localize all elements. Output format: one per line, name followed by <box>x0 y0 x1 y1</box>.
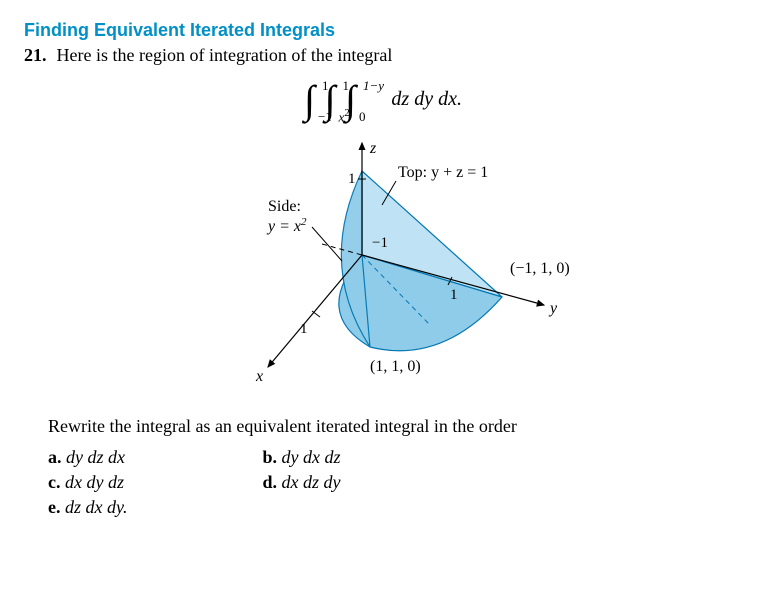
x-axis-label: x <box>255 368 263 385</box>
answer-e-order: dz dx dy. <box>65 497 128 517</box>
problem-text: Here is the region of integration of the… <box>57 45 393 65</box>
section-heading: Finding Equivalent Iterated Integrals <box>24 20 740 41</box>
integral-expression: ∫ −1 1 ∫ x2 1 ∫ 0 1−y dz dy dx. <box>24 76 740 123</box>
problem-number: 21. <box>24 45 52 66</box>
integral-sign-2: ∫ x2 1 <box>324 76 335 123</box>
answer-a-letter: a. <box>48 447 62 467</box>
answer-b-letter: b. <box>263 447 278 467</box>
answer-row-1: a. dy dz dx b. dy dx dz <box>48 447 740 468</box>
x-tick-1-label: 1 <box>300 321 308 337</box>
y-tick-1-label: 1 <box>450 287 458 303</box>
answer-b-order: dy dx dz <box>282 447 341 467</box>
integrand: dz dy dx. <box>391 88 462 110</box>
int3-lower: 0 <box>359 109 366 125</box>
side-label-line2: y = x2 <box>266 216 307 235</box>
side-label-line1: Side: <box>268 198 301 215</box>
answer-c-letter: c. <box>48 472 61 492</box>
y-axis-label: y <box>548 300 558 317</box>
answer-e: e. dz dx dy. <box>48 497 258 518</box>
answer-row-3: e. dz dx dy. <box>48 497 740 518</box>
figure: z y x 1 −1 1 1 Top: y + z = 1 Side: y = … <box>24 135 740 400</box>
point-neg1-1-0: (−1, 1, 0) <box>510 260 570 277</box>
top-plane-label: Top: y + z = 1 <box>398 164 488 181</box>
answer-d-letter: d. <box>263 472 278 492</box>
answer-c: c. dx dy dz <box>48 472 258 493</box>
answer-b: b. dy dx dz <box>263 447 473 468</box>
answer-row-2: c. dx dy dz d. dx dz dy <box>48 472 740 493</box>
int3-upper: 1−y <box>363 78 384 94</box>
z-axis-label: z <box>369 140 377 157</box>
answer-c-order: dx dy dz <box>65 472 124 492</box>
answer-d: d. dx dz dy <box>263 472 473 493</box>
answer-d-order: dx dz dy <box>282 472 341 492</box>
integral-sign-3: ∫ 0 1−y <box>345 76 356 123</box>
z-tick-1-label: 1 <box>348 171 356 187</box>
side-label-leader <box>312 227 342 261</box>
integral-sign-1: ∫ −1 1 <box>304 76 315 123</box>
answer-a: a. dy dz dx <box>48 447 258 468</box>
point-1-1-0: (1, 1, 0) <box>370 358 421 375</box>
reorder-instruction: Rewrite the integral as an equivalent it… <box>48 416 740 437</box>
minus-1-label: −1 <box>372 235 388 251</box>
answers-list: a. dy dz dx b. dy dx dz c. dx dy dz d. d… <box>48 447 740 518</box>
solid-diagram: z y x 1 −1 1 1 Top: y + z = 1 Side: y = … <box>172 135 592 395</box>
answer-e-letter: e. <box>48 497 61 517</box>
problem-statement: 21. Here is the region of integration of… <box>24 45 740 66</box>
answer-a-order: dy dz dx <box>66 447 125 467</box>
